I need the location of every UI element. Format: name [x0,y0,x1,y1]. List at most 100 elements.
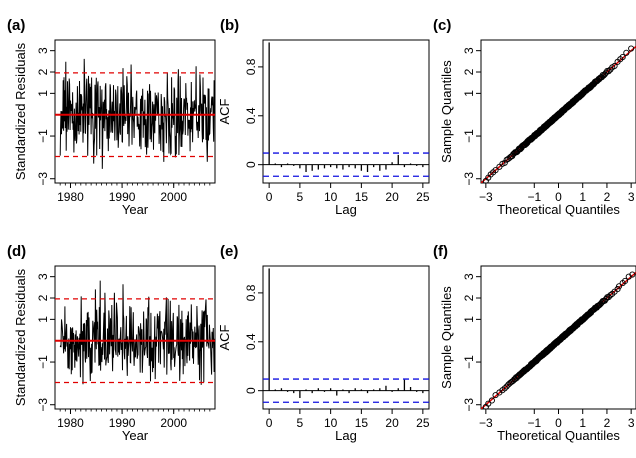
x-tick-label: 2000 [160,416,187,430]
panel-c: (c) −3 −1 1 2 3 −3 −1 0 1 2 3 Theoretical Quantiles S… [433,17,636,217]
qq-point [623,49,630,56]
y-axis-title: ACF [217,98,232,124]
y-tick-label: 0.4 [244,107,258,124]
x-tick-label: 20 [385,190,399,204]
qq-point [492,167,499,174]
x-tick-label: 1980 [57,416,84,430]
x-tick-label: 2000 [160,190,187,204]
qq-point [485,400,492,407]
y-tick-label: −1 [462,129,476,143]
x-tick-label: 0 [266,416,273,430]
x-tick-label: 3 [628,190,635,204]
y-tick-label: 0.8 [244,284,258,301]
y-tick-label: −1 [36,129,50,143]
panel-b: (b) 0 0.4 0.8 0 5 10 15 20 25 Lag ACF [217,17,430,217]
y-tick-label: 0.4 [244,333,258,350]
y-tick-label: 2 [36,294,50,301]
plot-area [263,268,429,403]
x-tick-label: 2 [604,416,611,430]
x-axis-title: Theoretical Quantiles [497,428,620,443]
y-tick-label: 3 [462,273,476,280]
panel-a: (a) −3 −1 1 2 3 1980 1990 2000 Year Standardized R… [7,17,216,217]
qq-point [629,271,636,278]
y-tick-label: 1 [36,316,50,323]
x-tick-label: 0 [266,190,273,204]
residual-series-line [59,280,215,385]
y-tick-label: −3 [462,172,476,186]
y-tick-label: −3 [36,172,50,186]
x-tick-label: 25 [416,190,430,204]
panel-label: (d) [7,243,26,260]
x-tick-label: 25 [416,416,430,430]
y-axis-title: Standardized Residuals [13,42,28,180]
plot-frame [262,265,430,410]
y-tick-label: 3 [462,47,476,54]
x-axis-title: Lag [335,202,357,217]
x-tick-label: −3 [479,190,493,204]
y-tick-label: −1 [462,355,476,369]
x-tick-label: 3 [628,416,635,430]
x-tick-label: −1 [527,190,541,204]
x-axis-title: Year [122,202,149,217]
x-axis-title: Lag [335,428,357,443]
y-tick-label: 3 [36,47,50,54]
x-tick-label: 15 [355,416,369,430]
x-tick-label: 1 [579,190,586,204]
panel-label: (b) [220,17,239,34]
plot-area [481,271,636,409]
y-tick-label: 1 [462,316,476,323]
x-tick-label: −3 [479,416,493,430]
y-tick-label: 1 [36,90,50,97]
y-tick-label: −1 [36,355,50,369]
x-tick-label: 15 [355,190,369,204]
panel-e: (e) 0 0.4 0.8 0 5 10 15 20 25 Lag ACF [217,243,430,443]
x-tick-label: 1990 [109,416,136,430]
qq-point [605,294,612,301]
y-tick-label: 2 [462,68,476,75]
y-tick-label: −3 [36,398,50,412]
qq-point [605,68,612,75]
panel-d: (d) −3 −1 1 2 3 1980 1990 2000 Year Standardized R… [7,243,216,443]
x-tick-label: 1 [579,416,586,430]
x-tick-label: 0 [555,416,562,430]
y-axis-title: Sample Quantiles [439,286,454,389]
plot-frame [54,265,216,410]
x-tick-label: −1 [527,416,541,430]
y-axis-title: ACF [217,324,232,350]
x-axis-title: Year [122,428,149,443]
plot-frame [262,39,430,184]
y-axis-title: Standardized Residuals [13,268,28,406]
x-tick-label: 5 [297,416,304,430]
qq-point [501,159,508,166]
x-tick-label: 2 [604,190,611,204]
y-tick-label: 2 [36,68,50,75]
plot-area [55,280,215,385]
qq-point [619,54,626,61]
qq-point [628,45,635,52]
qq-point [501,385,508,392]
qq-point [503,383,510,390]
plot-area [263,42,429,177]
x-tick-label: 5 [297,190,304,204]
panel-label: (e) [220,243,238,260]
y-axis-title: Sample Quantiles [439,60,454,163]
x-tick-label: 10 [324,190,338,204]
x-tick-label: 1990 [109,190,136,204]
y-tick-label: 0 [244,387,258,394]
residual-series-line [59,58,215,169]
qq-point [615,283,623,290]
x-axis-title: Theoretical Quantiles [497,202,620,217]
y-tick-label: 0.8 [244,58,258,75]
x-tick-label: 1980 [57,190,84,204]
plot-area [55,58,215,169]
x-tick-label: 20 [385,416,399,430]
panel-label: (f) [433,243,448,260]
x-tick-label: 0 [555,190,562,204]
panel-label: (c) [433,17,451,34]
panel-f: (f) −3 −1 1 2 3 −3 −1 0 1 2 3 Theoretical Quantiles S… [433,243,636,443]
x-tick-label: 10 [324,416,338,430]
qq-point [488,397,495,404]
qq-point [622,277,629,284]
panel-label: (a) [7,17,25,34]
